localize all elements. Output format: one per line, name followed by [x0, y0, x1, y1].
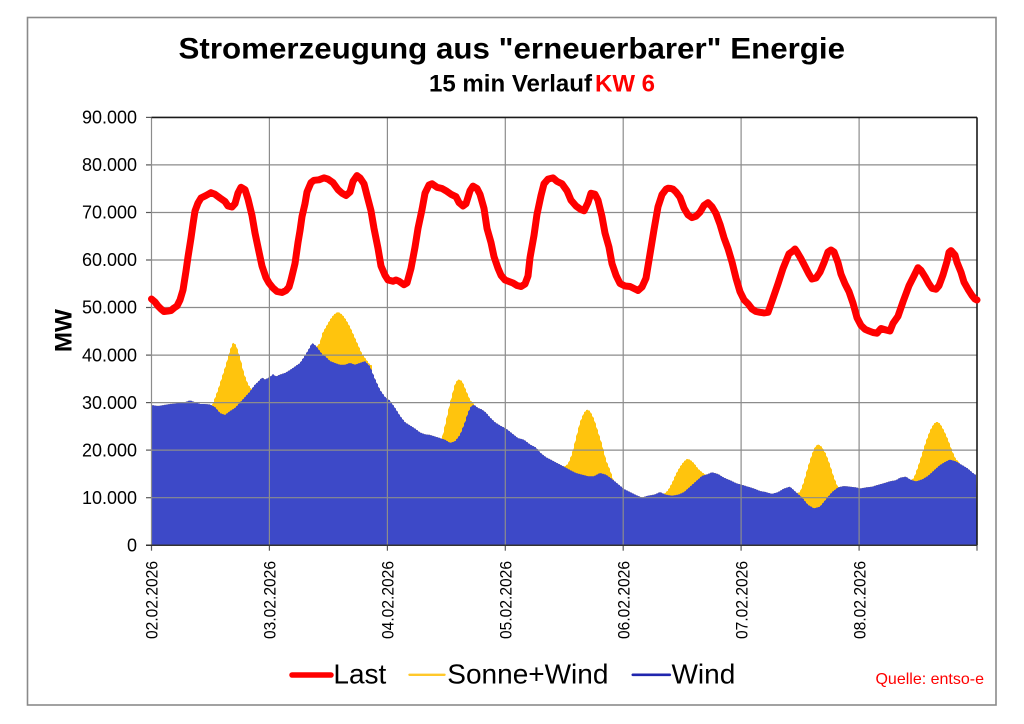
svg-text:02.02.2026: 02.02.2026	[143, 561, 162, 639]
svg-text:50.000: 50.000	[82, 298, 137, 318]
svg-text:30.000: 30.000	[82, 393, 137, 413]
svg-text:Sonne+Wind: Sonne+Wind	[447, 659, 608, 690]
svg-text:MW: MW	[51, 309, 78, 352]
svg-text:Wind: Wind	[672, 659, 736, 690]
svg-text:0: 0	[127, 535, 137, 555]
svg-text:06.02.2026: 06.02.2026	[614, 561, 633, 639]
svg-text:Stromerzeugung aus "erneuerbar: Stromerzeugung aus "erneuerbarer" Energi…	[179, 32, 846, 65]
svg-text:Last: Last	[333, 659, 386, 690]
svg-text:70.000: 70.000	[82, 203, 137, 223]
svg-text:90.000: 90.000	[82, 108, 137, 128]
svg-text:03.02.2026: 03.02.2026	[261, 561, 280, 639]
svg-text:15 min Verlauf: 15 min Verlauf	[429, 70, 593, 97]
svg-text:20.000: 20.000	[82, 440, 137, 460]
svg-text:04.02.2026: 04.02.2026	[379, 561, 398, 639]
svg-text:80.000: 80.000	[82, 155, 137, 175]
svg-text:60.000: 60.000	[82, 250, 137, 270]
svg-text:05.02.2026: 05.02.2026	[497, 561, 516, 639]
svg-text:10.000: 10.000	[82, 488, 137, 508]
svg-text:07.02.2026: 07.02.2026	[732, 561, 751, 639]
svg-text:08.02.2026: 08.02.2026	[850, 561, 869, 639]
svg-text:Quelle: entso-e: Quelle: entso-e	[875, 671, 984, 688]
svg-text:40.000: 40.000	[82, 345, 137, 365]
svg-text:KW 6: KW 6	[595, 70, 655, 97]
